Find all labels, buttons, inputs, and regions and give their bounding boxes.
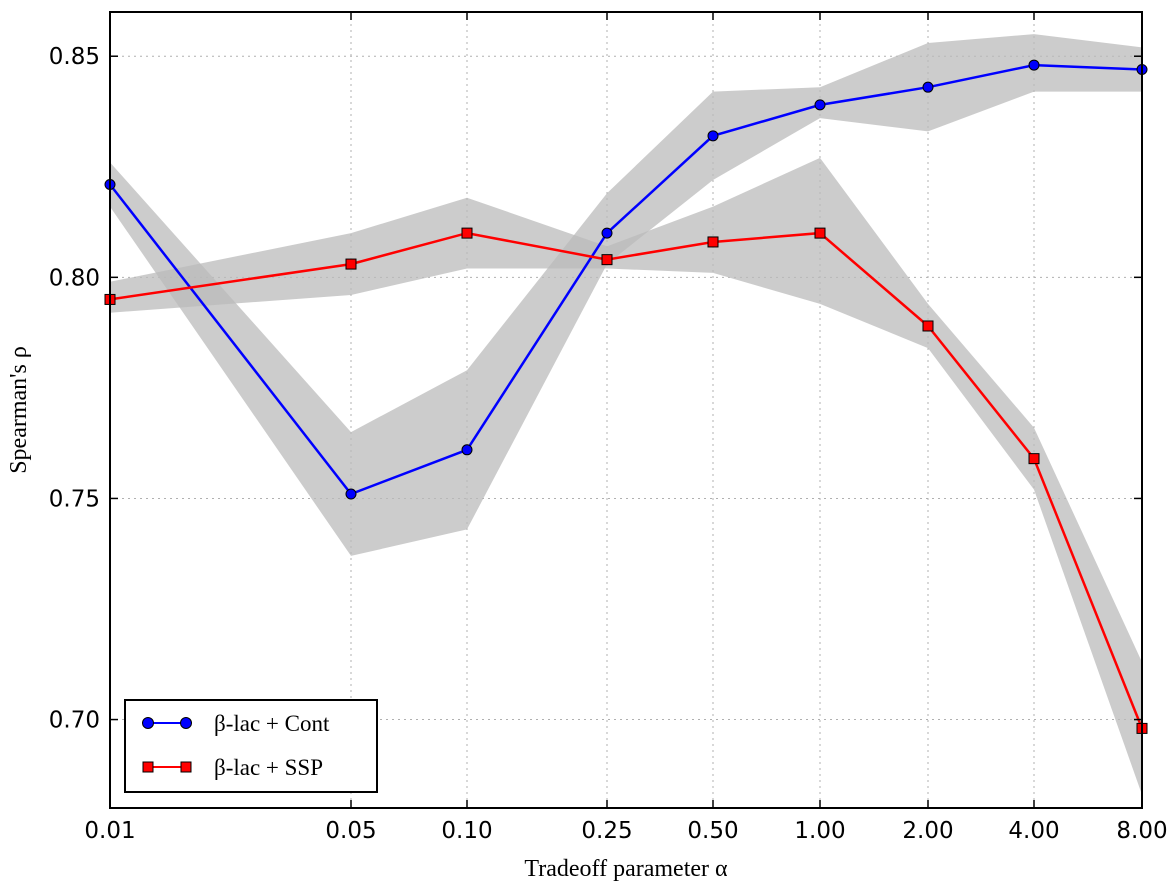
legend-label-cont: β-lac + Cont [214, 711, 330, 736]
x-tick-label: 1.00 [794, 818, 845, 844]
data-point-ssp [707, 236, 719, 248]
legend-marker-cont [142, 717, 154, 729]
data-point-cont [1028, 59, 1040, 71]
x-tick-label: 2.00 [902, 818, 953, 844]
data-point-cont [345, 488, 357, 500]
confidence-band-cont [110, 34, 1142, 556]
legend-marker-cont [180, 717, 192, 729]
y-tick-label: 0.75 [49, 486, 100, 512]
y-tick-label: 0.80 [49, 265, 100, 291]
confidence-band-ssp [110, 157, 1142, 795]
x-tick-label: 4.00 [1008, 818, 1059, 844]
legend-box [124, 699, 378, 793]
data-point-ssp [345, 258, 357, 270]
confidence-bands [110, 34, 1142, 795]
axis-ticks: 0.01 0.05 0.10 0.25 0.50 1.00 2.00 4.00 8.00 0.70… [49, 12, 1168, 844]
series-line-ssp [109, 231, 1144, 729]
legend-label-ssp: β-lac + SSP [214, 755, 323, 780]
y-tick-label: 0.70 [49, 708, 100, 734]
x-axis-label: Tradeoff parameter α [524, 856, 728, 882]
x-tick-label: 0.10 [441, 818, 492, 844]
data-point-cont [461, 444, 473, 456]
x-tick-label: 0.01 [84, 818, 135, 844]
legend: β-lac + Cont β-lac + SSP [124, 699, 378, 793]
legend-marker-ssp [142, 761, 154, 773]
data-point-ssp [814, 227, 826, 239]
x-tick-label: 0.50 [687, 818, 738, 844]
data-point-cont [922, 81, 934, 93]
data-point-ssp [601, 254, 613, 266]
legend-marker-ssp [180, 761, 192, 773]
data-point-cont [601, 227, 613, 239]
y-tick-label: 0.85 [49, 44, 100, 70]
data-point-ssp [461, 227, 473, 239]
data-point-ssp [922, 320, 934, 332]
data-point-cont [814, 99, 826, 111]
x-tick-label: 0.25 [581, 818, 632, 844]
y-axis-label: Spearman's ρ [6, 346, 32, 474]
x-tick-label: 8.00 [1116, 818, 1167, 844]
plot-frame [109, 11, 1143, 809]
x-tick-label: 0.05 [325, 818, 376, 844]
data-point-ssp [1028, 453, 1040, 465]
data-point-cont [707, 130, 719, 142]
